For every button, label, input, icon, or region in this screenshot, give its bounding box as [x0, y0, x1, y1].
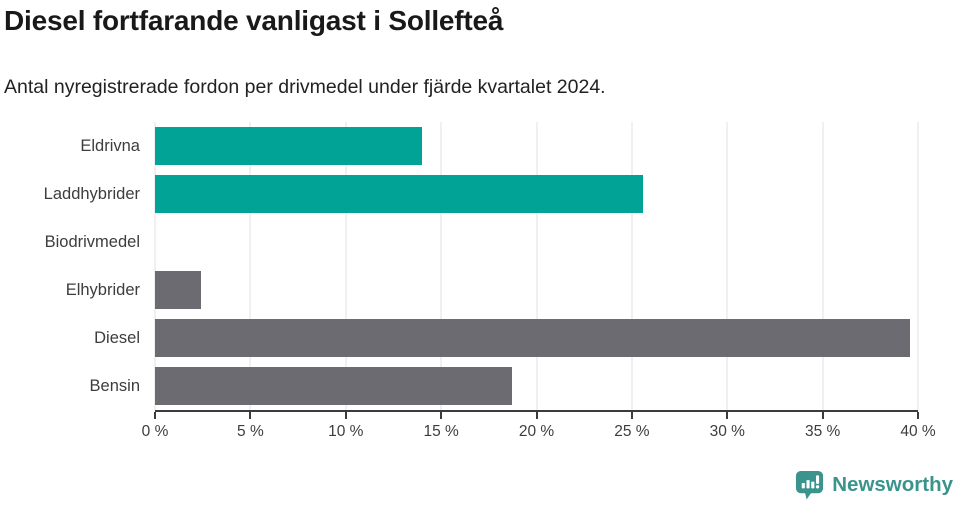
axis-tick [726, 412, 729, 419]
bar-chart: Eldrivna Laddhybrider Biodrivmedel Elhybrid… [0, 122, 960, 452]
plot-area: 0 % 5 % 10 % 15 % 20 % 25 % 30 % 35 % 40 % [142, 122, 936, 452]
chart-title: Diesel fortfarande vanligast i Sollefteå [4, 5, 504, 36]
bar-row [155, 362, 918, 410]
category-labels: Eldrivna Laddhybrider Biodrivmedel Elhybrid… [0, 122, 155, 452]
axis-tick-label: 30 % [709, 423, 745, 440]
bar-diesel [155, 319, 911, 357]
category-label: Biodrivmedel [44, 232, 140, 251]
gridlines [154, 122, 919, 410]
bar-row [155, 314, 918, 362]
category-label: Diesel [94, 328, 140, 347]
axis-tick-label: 10 % [328, 423, 364, 440]
axis-tick [249, 412, 252, 419]
bar-eldrivna [155, 127, 423, 165]
gridline [440, 122, 442, 410]
category-label: Laddhybrider [43, 184, 140, 203]
axis-tick-label: 15 % [423, 423, 459, 440]
axis-tick-label: 25 % [614, 423, 650, 440]
x-axis: 0 % 5 % 10 % 15 % 20 % 25 % 30 % 35 % 40 % [142, 410, 936, 452]
axis-tick [344, 412, 347, 419]
newsworthy-logo-icon [796, 470, 824, 500]
gridline [154, 122, 156, 410]
brand-footer: Newsworthy [794, 469, 953, 500]
gridline [249, 122, 251, 410]
axis-tick [630, 412, 633, 419]
bar-laddhybrider [155, 175, 644, 213]
axis-tick [440, 412, 443, 419]
axis-tick-label: 40 % [900, 423, 936, 440]
bar-row [155, 170, 918, 218]
bar-rows [154, 122, 919, 410]
axis-tick-label: 0 % [141, 423, 169, 440]
axis-tick-label: 20 % [518, 423, 555, 440]
gridline [631, 122, 633, 410]
chart-subtitle: Antal nyregistrerade fordon per drivmede… [4, 76, 606, 98]
axis-tick [154, 412, 156, 419]
bar-bensin [155, 367, 512, 405]
axis-tick-label: 35 % [804, 423, 841, 440]
bar-row [155, 122, 918, 170]
bar-row [155, 266, 918, 314]
axis-tick-label: 5 % [237, 423, 264, 440]
bar-row [155, 218, 918, 266]
gridline [345, 122, 347, 410]
gridline [726, 122, 728, 410]
category-label: Elhybrider [65, 280, 140, 299]
brand-name: Newsworthy [832, 472, 953, 496]
axis-tick [821, 412, 824, 419]
gridline [917, 122, 919, 410]
category-label: Eldrivna [80, 136, 140, 155]
bar-elhybrider [155, 271, 201, 309]
category-label: Bensin [89, 376, 140, 395]
gridline [822, 122, 824, 410]
axis-tick [917, 412, 919, 419]
axis-tick [535, 412, 538, 419]
gridline [536, 122, 537, 410]
